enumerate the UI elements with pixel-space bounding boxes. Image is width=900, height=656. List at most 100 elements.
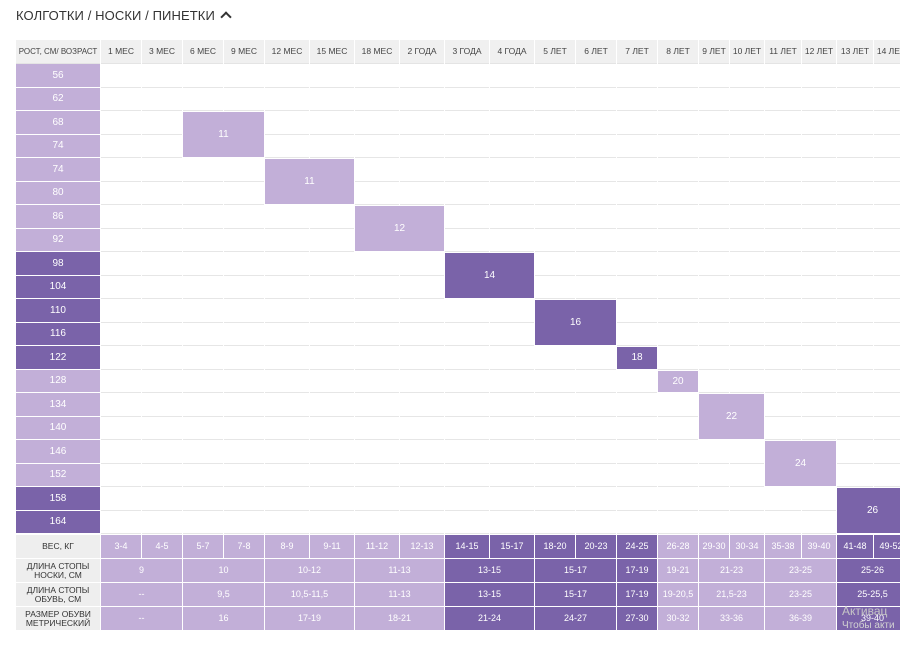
height-cell: 128 (16, 369, 100, 393)
empty-cell (699, 346, 729, 370)
footer-cell: 25-25,5 (837, 582, 900, 606)
empty-cell (837, 205, 873, 229)
empty-cell (535, 111, 575, 135)
empty-cell (730, 87, 764, 111)
empty-cell (400, 111, 444, 135)
empty-cell (224, 275, 264, 299)
empty-cell (765, 205, 801, 229)
empty-cell (183, 64, 223, 88)
empty-cell (310, 369, 354, 393)
empty-cell (730, 487, 764, 511)
empty-cell (490, 64, 534, 88)
empty-cell (183, 228, 223, 252)
empty-cell (265, 440, 309, 464)
empty-cell (224, 416, 264, 440)
empty-cell (224, 205, 264, 229)
empty-cell (535, 463, 575, 487)
empty-cell (224, 346, 264, 370)
empty-cell (265, 134, 309, 158)
empty-cell (142, 158, 182, 182)
empty-cell (658, 299, 698, 323)
empty-cell (535, 487, 575, 511)
empty-cell (617, 87, 657, 111)
empty-cell (355, 510, 399, 534)
empty-cell (658, 228, 698, 252)
empty-cell (802, 322, 836, 346)
empty-cell (400, 487, 444, 511)
empty-cell (400, 440, 444, 464)
empty-cell (837, 416, 873, 440)
empty-cell (699, 299, 729, 323)
empty-cell (535, 228, 575, 252)
height-cell: 62 (16, 87, 100, 111)
empty-cell (576, 275, 616, 299)
empty-cell (445, 440, 489, 464)
empty-cell (765, 416, 801, 440)
footer-label: ВЕС, КГ (16, 534, 100, 558)
empty-cell (400, 346, 444, 370)
footer-cell: 11-12 (355, 534, 399, 558)
footer-cell: 36-39 (765, 606, 836, 630)
empty-cell (183, 487, 223, 511)
empty-cell (535, 346, 575, 370)
footer-cell: 23-25 (765, 558, 836, 582)
size-block: 11 (265, 159, 354, 204)
height-cell: 56 (16, 64, 100, 88)
empty-cell (837, 158, 873, 182)
empty-cell (699, 134, 729, 158)
empty-cell (265, 64, 309, 88)
empty-cell (617, 393, 657, 417)
header-age-10: 4 ГОДА (490, 40, 534, 64)
footer-cell: 15-17 (535, 558, 616, 582)
empty-cell (142, 463, 182, 487)
empty-cell (142, 111, 182, 135)
height-cell: 80 (16, 181, 100, 205)
section-title[interactable]: КОЛГОТКИ / НОСКИ / ПИНЕТКИ (16, 6, 232, 24)
empty-cell (802, 416, 836, 440)
size-block: 18 (617, 347, 657, 369)
empty-cell (576, 440, 616, 464)
empty-cell (699, 510, 729, 534)
empty-cell (802, 346, 836, 370)
empty-cell (183, 205, 223, 229)
empty-cell (101, 228, 141, 252)
empty-cell (617, 275, 657, 299)
empty-cell (837, 440, 873, 464)
empty-cell (765, 111, 801, 135)
empty-cell (183, 158, 223, 182)
footer-cell: 3-4 (101, 534, 141, 558)
header-age-20: 14 ЛЕТ (874, 40, 900, 64)
empty-cell (874, 393, 900, 417)
empty-cell (101, 463, 141, 487)
empty-cell (445, 64, 489, 88)
height-cell: 68 (16, 111, 100, 135)
empty-cell (730, 205, 764, 229)
footer-cell: 27-30 (617, 606, 657, 630)
empty-cell (765, 181, 801, 205)
empty-cell (802, 228, 836, 252)
empty-cell (730, 440, 764, 464)
footer-cell: 8-9 (265, 534, 309, 558)
footer-cell: 49-52 (874, 534, 900, 558)
empty-cell (355, 252, 399, 276)
empty-cell (265, 87, 309, 111)
empty-cell (142, 346, 182, 370)
empty-cell (265, 275, 309, 299)
empty-cell (802, 369, 836, 393)
height-cell: 164 (16, 510, 100, 534)
header-age-9: 3 ГОДА (445, 40, 489, 64)
empty-cell (699, 440, 729, 464)
empty-cell (535, 134, 575, 158)
empty-cell (699, 205, 729, 229)
empty-cell (617, 252, 657, 276)
empty-cell (265, 487, 309, 511)
empty-cell (224, 322, 264, 346)
empty-cell (355, 299, 399, 323)
footer-cell: 23-25 (765, 582, 836, 606)
empty-cell (874, 181, 900, 205)
empty-cell (658, 252, 698, 276)
empty-cell (400, 275, 444, 299)
footer-cell: 13-15 (445, 582, 534, 606)
chevron-up-icon[interactable] (220, 11, 232, 23)
footer-cell: 39-40 (802, 534, 836, 558)
